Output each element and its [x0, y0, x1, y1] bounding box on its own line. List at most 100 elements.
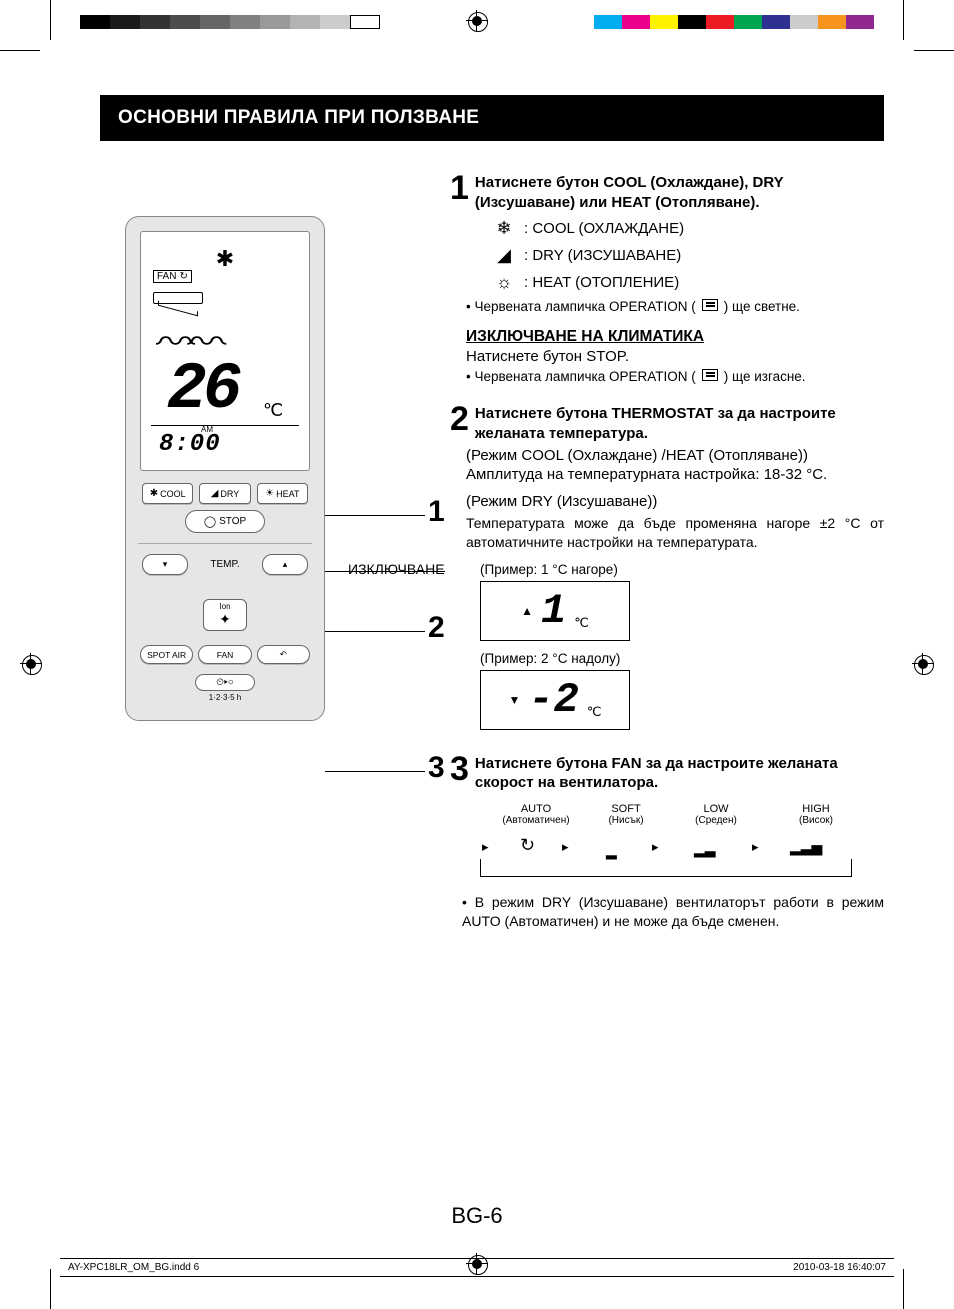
callout-off-label: ИЗКЛЮЧВАНЕ	[348, 561, 445, 577]
crop-mark	[914, 50, 954, 51]
heat-button[interactable]: ☀HEAT	[257, 483, 308, 504]
step-title: Натиснете бутона FAN за да настроите жел…	[475, 752, 884, 793]
callout-line	[325, 771, 425, 772]
timer-hours-label: 1·2·3·5 h	[209, 693, 241, 702]
temp-down-button[interactable]: ▾	[142, 554, 188, 575]
temp-label: TEMP.	[210, 559, 239, 570]
callout-number-1: 1	[428, 495, 445, 529]
step-number: 1	[450, 171, 469, 212]
fan-mode-high: HIGH(Висок)	[786, 803, 846, 826]
lcd-temperature: 26	[167, 352, 238, 427]
example2-value: -2	[528, 676, 578, 724]
up-triangle-icon: ▴	[283, 559, 288, 570]
remote-lcd: ✱ FAN↻ 〰〰 26 ℃ AM 8:00	[140, 231, 310, 471]
step-number: 2	[450, 402, 469, 443]
footer-timestamp: 2010-03-18 16:40:07	[793, 1262, 886, 1273]
ac-unit-icon	[153, 292, 203, 320]
step-2: 2 Натиснете бутона THERMOSTAT за да наст…	[450, 402, 884, 443]
color-swatches	[594, 15, 874, 29]
heat-mode-line: ☼: HEAT (ОТОПЛЕНИЕ)	[492, 272, 884, 293]
crop-mark	[903, 1269, 904, 1309]
droplet-icon: ◢	[211, 488, 219, 499]
auto-swirl-icon: ↻	[520, 835, 535, 856]
circle-icon: ◯	[204, 515, 216, 528]
section-header: ОСНОВНИ ПРАВИЛА ПРИ ПОЛЗВАНЕ	[100, 95, 884, 141]
cool-mode-line: ❄: COOL (ОХЛАЖДАНЕ)	[492, 218, 884, 239]
swing-icon: ↶	[280, 649, 287, 660]
fan-indicator: FAN↻	[153, 270, 192, 283]
dry-mode-line: ◢: DRY (ИЗСУШАВАНЕ)	[492, 245, 884, 266]
example2-box: ▼ -2 ℃	[480, 670, 630, 730]
fan-mode-low: LOW(Среден)	[686, 803, 746, 826]
step-title: Натиснете бутон COOL (Охлаждане), DRY (И…	[475, 171, 884, 212]
cool-button[interactable]: ✱COOL	[142, 483, 193, 504]
celsius-unit: ℃	[587, 704, 602, 720]
crop-mark	[903, 0, 904, 40]
cluster-icon: ✦	[219, 611, 231, 628]
celsius-unit: ℃	[574, 615, 589, 631]
ion-label: Ion	[219, 602, 230, 611]
registration-mark-icon	[914, 655, 932, 673]
down-triangle-icon: ▼	[509, 693, 521, 707]
ion-button[interactable]: Ion ✦	[203, 599, 247, 631]
dry-button[interactable]: ◢DRY	[199, 483, 250, 504]
step2-paragraph: Температурата може да бъде променяна наг…	[466, 514, 884, 552]
fan-mode-auto: AUTO(Автоматичен)	[496, 803, 576, 826]
step2-line2: Амплитуда на температурната настройка: 1…	[466, 466, 884, 483]
step2-line3: (Режим DRY (Изсушаване))	[466, 493, 884, 510]
page-number: BG-6	[451, 1203, 502, 1229]
arrow-icon: ▸	[482, 839, 489, 855]
example2-label: (Пример: 2 °C надолу)	[480, 651, 884, 666]
swing-button[interactable]: ↶	[257, 645, 310, 664]
step-title: Натиснете бутона THERMOSTAT за да настро…	[475, 402, 884, 443]
callout-line	[325, 515, 425, 516]
remote-column: ✱ FAN↻ 〰〰 26 ℃ AM 8:00 ✱COOL ◢DRY ☀HEAT …	[100, 171, 440, 935]
down-triangle-icon: ▾	[163, 559, 168, 570]
operation-lamp-icon	[702, 299, 718, 311]
crop-mark	[50, 0, 51, 40]
soft-bars-icon: ▂	[606, 843, 617, 860]
crop-mark	[50, 1269, 51, 1309]
grayscale-swatches	[80, 15, 380, 29]
callout-line	[325, 631, 425, 632]
example1-value: 1	[541, 587, 566, 635]
fan-mode-soft: SOFT(Нисък)	[596, 803, 656, 826]
remote-control: ✱ FAN↻ 〰〰 26 ℃ AM 8:00 ✱COOL ◢DRY ☀HEAT …	[125, 216, 325, 721]
registration-mark-icon	[22, 655, 40, 673]
spot-air-button[interactable]: SPOT AIR	[140, 645, 193, 664]
lcd-temp-unit: ℃	[263, 400, 283, 421]
temp-up-button[interactable]: ▴	[262, 554, 308, 575]
registration-mark-icon	[468, 12, 486, 30]
timer-button[interactable]: ⏲▸○	[195, 674, 255, 691]
footer-filename: AY-XPC18LR_OM_BG.indd 6	[68, 1262, 199, 1273]
operation-lamp-icon	[702, 369, 718, 381]
snowflake-icon: ✱	[216, 246, 234, 272]
sun-icon: ☼	[492, 272, 516, 293]
snowflake-icon: ✱	[150, 488, 158, 499]
up-triangle-icon: ▲	[521, 604, 533, 618]
arrow-icon: ▸	[652, 839, 659, 855]
mode-button-row: ✱COOL ◢DRY ☀HEAT	[142, 483, 308, 504]
low-bars-icon: ▂▃	[694, 841, 716, 858]
arrow-icon: ▸	[752, 839, 759, 855]
callout-number-2: 2	[428, 611, 445, 645]
fan-button[interactable]: FAN	[198, 645, 251, 664]
fan-speed-diagram: AUTO(Автоматичен) SOFT(Нисък) LOW(Среден…	[476, 803, 856, 883]
instructions-column: 1 Натиснете бутон COOL (Охлаждане), DRY …	[450, 171, 884, 935]
step-number: 3	[450, 752, 469, 793]
turn-off-text: Натиснете бутон STOP.	[466, 348, 884, 365]
stop-button[interactable]: ◯STOP	[185, 510, 265, 533]
lcd-clock: 8:00	[159, 431, 221, 458]
temp-button-row: ▾ TEMP. ▴	[142, 554, 308, 575]
snowflake-icon: ❄	[492, 218, 516, 239]
step-1: 1 Натиснете бутон COOL (Охлаждане), DRY …	[450, 171, 884, 212]
callout-number-3: 3	[428, 751, 445, 785]
fan-cycle-track	[480, 859, 852, 877]
sun-icon: ☀	[265, 488, 274, 499]
operation-lamp-off: • Червената лампичка OPERATION () ще изг…	[466, 369, 884, 384]
step2-line1: (Режим COOL (Охлаждане) /HEAT (Отопляван…	[466, 447, 884, 464]
example1-box: ▲ 1 ℃	[480, 581, 630, 641]
page-content: ОСНОВНИ ПРАВИЛА ПРИ ПОЛЗВАНЕ ✱ FAN↻ 〰〰 2…	[100, 95, 884, 935]
operation-lamp-on: • Червената лампичка OPERATION () ще све…	[466, 299, 884, 314]
droplet-icon: ◢	[492, 245, 516, 266]
